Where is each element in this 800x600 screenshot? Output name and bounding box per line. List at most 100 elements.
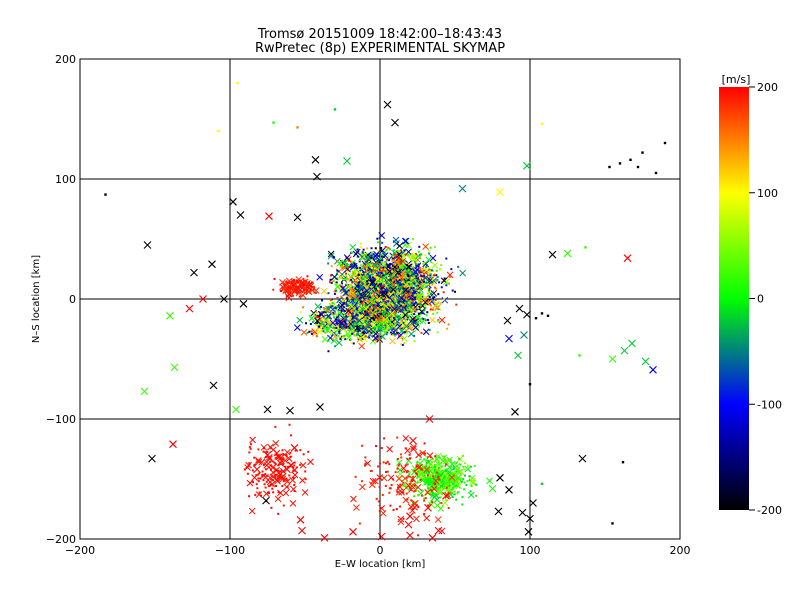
cluster-point	[384, 245, 387, 248]
cluster-point	[355, 317, 363, 325]
cluster-point	[334, 345, 337, 348]
data-point	[641, 357, 650, 366]
data-point	[391, 118, 399, 127]
cluster-point	[417, 277, 420, 280]
cluster-point	[279, 475, 287, 483]
cluster-point	[388, 290, 391, 293]
cluster-point	[399, 336, 402, 339]
cluster-point	[425, 458, 432, 466]
cluster-point	[363, 287, 371, 295]
cluster-point	[412, 266, 415, 269]
cluster-point	[357, 293, 360, 296]
cluster-point	[334, 318, 337, 321]
cluster-point	[389, 281, 397, 288]
data-point	[283, 465, 291, 474]
cluster-point	[440, 476, 443, 479]
cluster-point	[412, 286, 415, 289]
cluster-point	[383, 293, 386, 296]
cluster-point	[402, 496, 410, 504]
cluster-point	[448, 477, 451, 480]
cluster-point	[324, 311, 327, 314]
cluster-point	[394, 298, 397, 301]
cluster-point	[370, 247, 373, 250]
cluster-point	[423, 497, 426, 500]
cluster-point	[427, 483, 430, 486]
cluster-point	[299, 449, 302, 452]
cluster-point	[406, 470, 409, 473]
cluster-point	[293, 464, 296, 467]
cluster-point	[437, 475, 440, 478]
cluster-point	[358, 281, 361, 284]
cluster-point	[414, 298, 417, 301]
cluster-point	[369, 265, 372, 268]
cluster-point	[379, 266, 387, 273]
cluster-point	[307, 458, 314, 466]
cluster-point	[389, 286, 397, 293]
cluster-point	[366, 284, 369, 287]
cluster-point	[355, 299, 358, 302]
cluster-point	[360, 264, 363, 267]
cluster-point	[375, 285, 378, 288]
cluster-point	[384, 303, 387, 306]
cluster-point	[260, 494, 263, 497]
cluster-point	[292, 290, 295, 293]
cluster-point	[379, 278, 382, 281]
cluster-point	[392, 305, 395, 308]
cluster-point	[423, 514, 431, 522]
cluster-point	[256, 473, 259, 476]
cluster-point	[401, 475, 409, 482]
cluster-point	[312, 288, 315, 291]
cluster-point	[443, 277, 446, 280]
cluster-point	[446, 327, 449, 330]
cluster-point	[381, 493, 384, 496]
cluster-point	[340, 285, 343, 288]
cluster-point	[436, 275, 439, 278]
cluster-point	[371, 261, 379, 269]
cluster-point	[426, 283, 429, 286]
cluster-point	[377, 337, 380, 340]
cluster-point	[386, 327, 389, 330]
cluster-point	[432, 269, 435, 272]
cluster-point	[442, 455, 445, 458]
data-point	[654, 171, 658, 175]
cluster-point	[400, 456, 403, 459]
cluster-point	[385, 249, 388, 252]
cluster-point	[413, 334, 416, 337]
cluster-point	[451, 472, 454, 475]
cluster-point	[288, 474, 291, 477]
data-point	[629, 158, 632, 161]
cluster-point	[404, 447, 407, 450]
cluster-point	[384, 326, 387, 329]
cluster-point	[432, 475, 435, 478]
cluster-point	[457, 265, 460, 268]
cluster-point	[428, 328, 431, 331]
cluster-point	[262, 450, 265, 453]
cluster-point	[336, 321, 339, 324]
cluster-point	[359, 266, 362, 269]
cluster-point	[312, 285, 315, 288]
cluster-point	[322, 317, 330, 325]
cluster-point	[402, 254, 405, 257]
cluster-point	[424, 299, 427, 302]
cluster-point	[415, 451, 422, 459]
cluster-point	[369, 469, 372, 472]
cluster-point	[397, 318, 400, 321]
cluster-point	[375, 445, 378, 448]
cluster-point	[373, 326, 376, 329]
cluster-point	[364, 253, 372, 261]
cluster-point	[411, 480, 414, 483]
cluster-point	[372, 309, 375, 312]
cluster-point	[408, 297, 411, 300]
cluster-point	[333, 290, 336, 293]
cluster-point	[437, 469, 440, 472]
cluster-point	[387, 474, 395, 482]
cluster-point	[270, 506, 273, 509]
cluster-point	[364, 277, 367, 280]
cluster-point	[397, 298, 400, 301]
cluster-point	[368, 328, 371, 331]
cluster-point	[352, 296, 355, 299]
cluster-point	[261, 470, 264, 473]
cluster-point	[468, 475, 471, 478]
cluster-point	[266, 450, 269, 453]
cluster-point	[370, 307, 373, 310]
